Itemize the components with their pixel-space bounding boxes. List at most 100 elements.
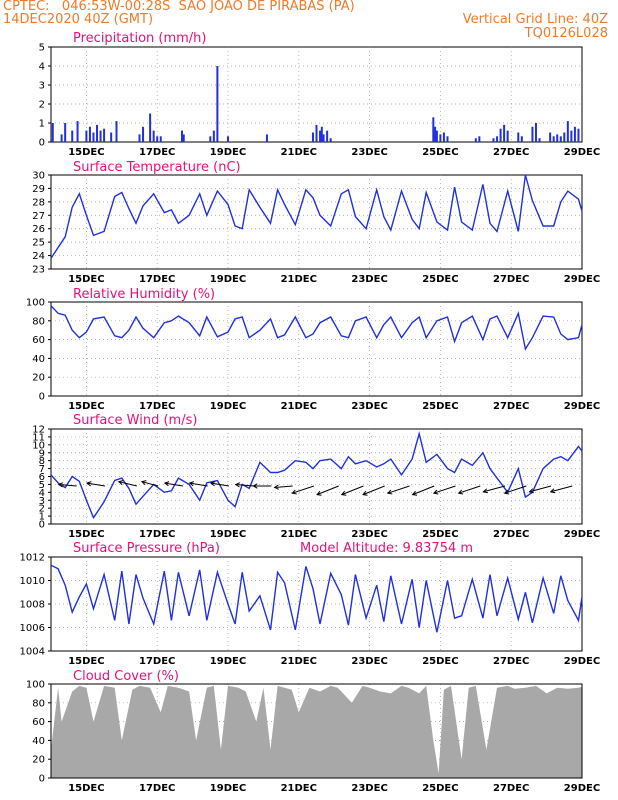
- wind-arrow-head: [457, 489, 464, 495]
- wind-arrow: [235, 484, 254, 487]
- precip-bar: [556, 134, 559, 142]
- temp-ytick-label: 25: [32, 238, 45, 249]
- precip-bar: [434, 126, 437, 142]
- precip-bar: [60, 134, 63, 142]
- precip-bar: [64, 123, 67, 142]
- precip-ytick-label: 3: [39, 81, 45, 92]
- precip-bar: [520, 136, 523, 142]
- temp-xtick-label: 23DEC: [351, 274, 387, 285]
- pres-xtick-label: 25DEC: [422, 656, 458, 667]
- wind-arrow: [118, 481, 137, 487]
- wind-arrow: [433, 485, 456, 494]
- wind-arrow-head: [273, 484, 279, 490]
- precip-ytick-label: 0: [39, 138, 45, 149]
- precip-bar: [446, 136, 449, 142]
- wind-arrow: [362, 485, 385, 496]
- precip-bar: [322, 134, 325, 142]
- pres-series-line: [50, 564, 583, 633]
- pres-ytick-label: 1010: [20, 576, 45, 587]
- precip-bar: [92, 132, 95, 142]
- wind-frame: [50, 428, 583, 525]
- precip-bar: [71, 130, 74, 142]
- temp-series-line: [50, 174, 583, 259]
- rh-ytick-label: 100: [26, 298, 45, 309]
- wind-ytick-label: 12: [32, 425, 45, 436]
- rh-xtick-label: 25DEC: [422, 401, 458, 412]
- cloud-xtick-label: 29DEC: [564, 783, 600, 794]
- precip-bar: [216, 66, 219, 142]
- precip-bar: [182, 134, 185, 142]
- wind-arrow-head: [362, 490, 368, 496]
- temp-xtick-label: 25DEC: [422, 274, 458, 285]
- wind-arrow: [550, 485, 573, 493]
- pres-ytick-label: 1004: [20, 647, 45, 658]
- precip-bar: [99, 130, 102, 142]
- precip-bar: [320, 126, 323, 142]
- pres-xtick-label: 29DEC: [564, 656, 600, 667]
- precip-xtick-label: 19DEC: [210, 147, 246, 158]
- cloud-ytick-label: 0: [39, 774, 45, 785]
- wind-ytick-label: 6: [39, 472, 45, 483]
- rh-xtick-label: 23DEC: [351, 401, 387, 412]
- cloud-xtick-label: 17DEC: [139, 783, 175, 794]
- wind-arrow: [529, 485, 552, 493]
- precip-bar: [96, 124, 99, 142]
- wind-arrow-head: [549, 488, 556, 494]
- rh-xtick-label: 19DEC: [210, 401, 246, 412]
- cloud-xtick-label: 21DEC: [281, 783, 317, 794]
- cloud-title: Cloud Cover (%): [73, 669, 179, 684]
- wind-arrow-head: [291, 489, 297, 495]
- precip-ytick-label: 5: [39, 43, 45, 54]
- temp-xtick-label: 21DEC: [281, 274, 317, 285]
- temp-ytick-label: 26: [32, 224, 45, 235]
- wind-arrow: [412, 485, 435, 496]
- precip-ytick-label: 2: [39, 100, 45, 111]
- rh-title: Relative Humidity (%): [73, 287, 215, 302]
- precip-bar: [503, 124, 506, 142]
- wind-ytick-label: 1: [39, 512, 45, 523]
- rh-frame: [50, 301, 583, 397]
- wind-arrow-head: [528, 488, 534, 494]
- precip-bar: [212, 130, 215, 142]
- pres-xtick-label: 17DEC: [139, 656, 175, 667]
- precip-bar: [577, 128, 580, 142]
- cloud-xtick-label: 15DEC: [68, 783, 104, 794]
- precip-bar: [563, 132, 566, 142]
- wind-arrow: [86, 482, 106, 487]
- precip-bar: [496, 136, 499, 142]
- rh-ytick-label: 0: [39, 392, 45, 403]
- precip-bar: [311, 132, 314, 142]
- wind-arrow-head: [411, 490, 418, 496]
- wind-arrow-head: [252, 483, 258, 489]
- precip-bar: [478, 136, 481, 142]
- wind-ytick-label: 0: [39, 520, 45, 531]
- precip-bar: [439, 134, 442, 142]
- wind-arrow-head: [117, 480, 124, 486]
- precip-bar: [138, 134, 141, 142]
- wind-ytick-label: 4: [39, 488, 45, 499]
- precip-xtick-label: 25DEC: [422, 147, 458, 158]
- precip-xtick-label: 21DEC: [281, 147, 317, 158]
- precip-bar: [566, 121, 569, 142]
- temp-xtick-label: 27DEC: [493, 274, 529, 285]
- precip-ytick-label: 1: [39, 119, 45, 130]
- cloud-ytick-label: 40: [32, 736, 45, 747]
- wind-xtick-label: 21DEC: [281, 529, 317, 540]
- wind-arrow-head: [57, 482, 64, 488]
- wind-arrow: [341, 485, 364, 496]
- wind-arrow: [274, 485, 293, 488]
- precip-bar: [315, 124, 318, 142]
- pres-title: Surface Pressure (hPa): [73, 541, 220, 556]
- cloud-frame-top: [50, 683, 583, 779]
- rh-ytick-label: 80: [32, 316, 45, 327]
- wind-arrow-head: [163, 481, 170, 487]
- precip-bar: [499, 128, 502, 142]
- wind-arrow-head: [85, 481, 92, 487]
- wind-ytick-label: 11: [32, 432, 45, 443]
- wind-arrow-head: [340, 490, 347, 496]
- precip-bar: [149, 113, 152, 142]
- pres-xtick-label: 19DEC: [210, 656, 246, 667]
- precip-bar: [326, 130, 329, 142]
- wind-xtick-label: 15DEC: [68, 529, 104, 540]
